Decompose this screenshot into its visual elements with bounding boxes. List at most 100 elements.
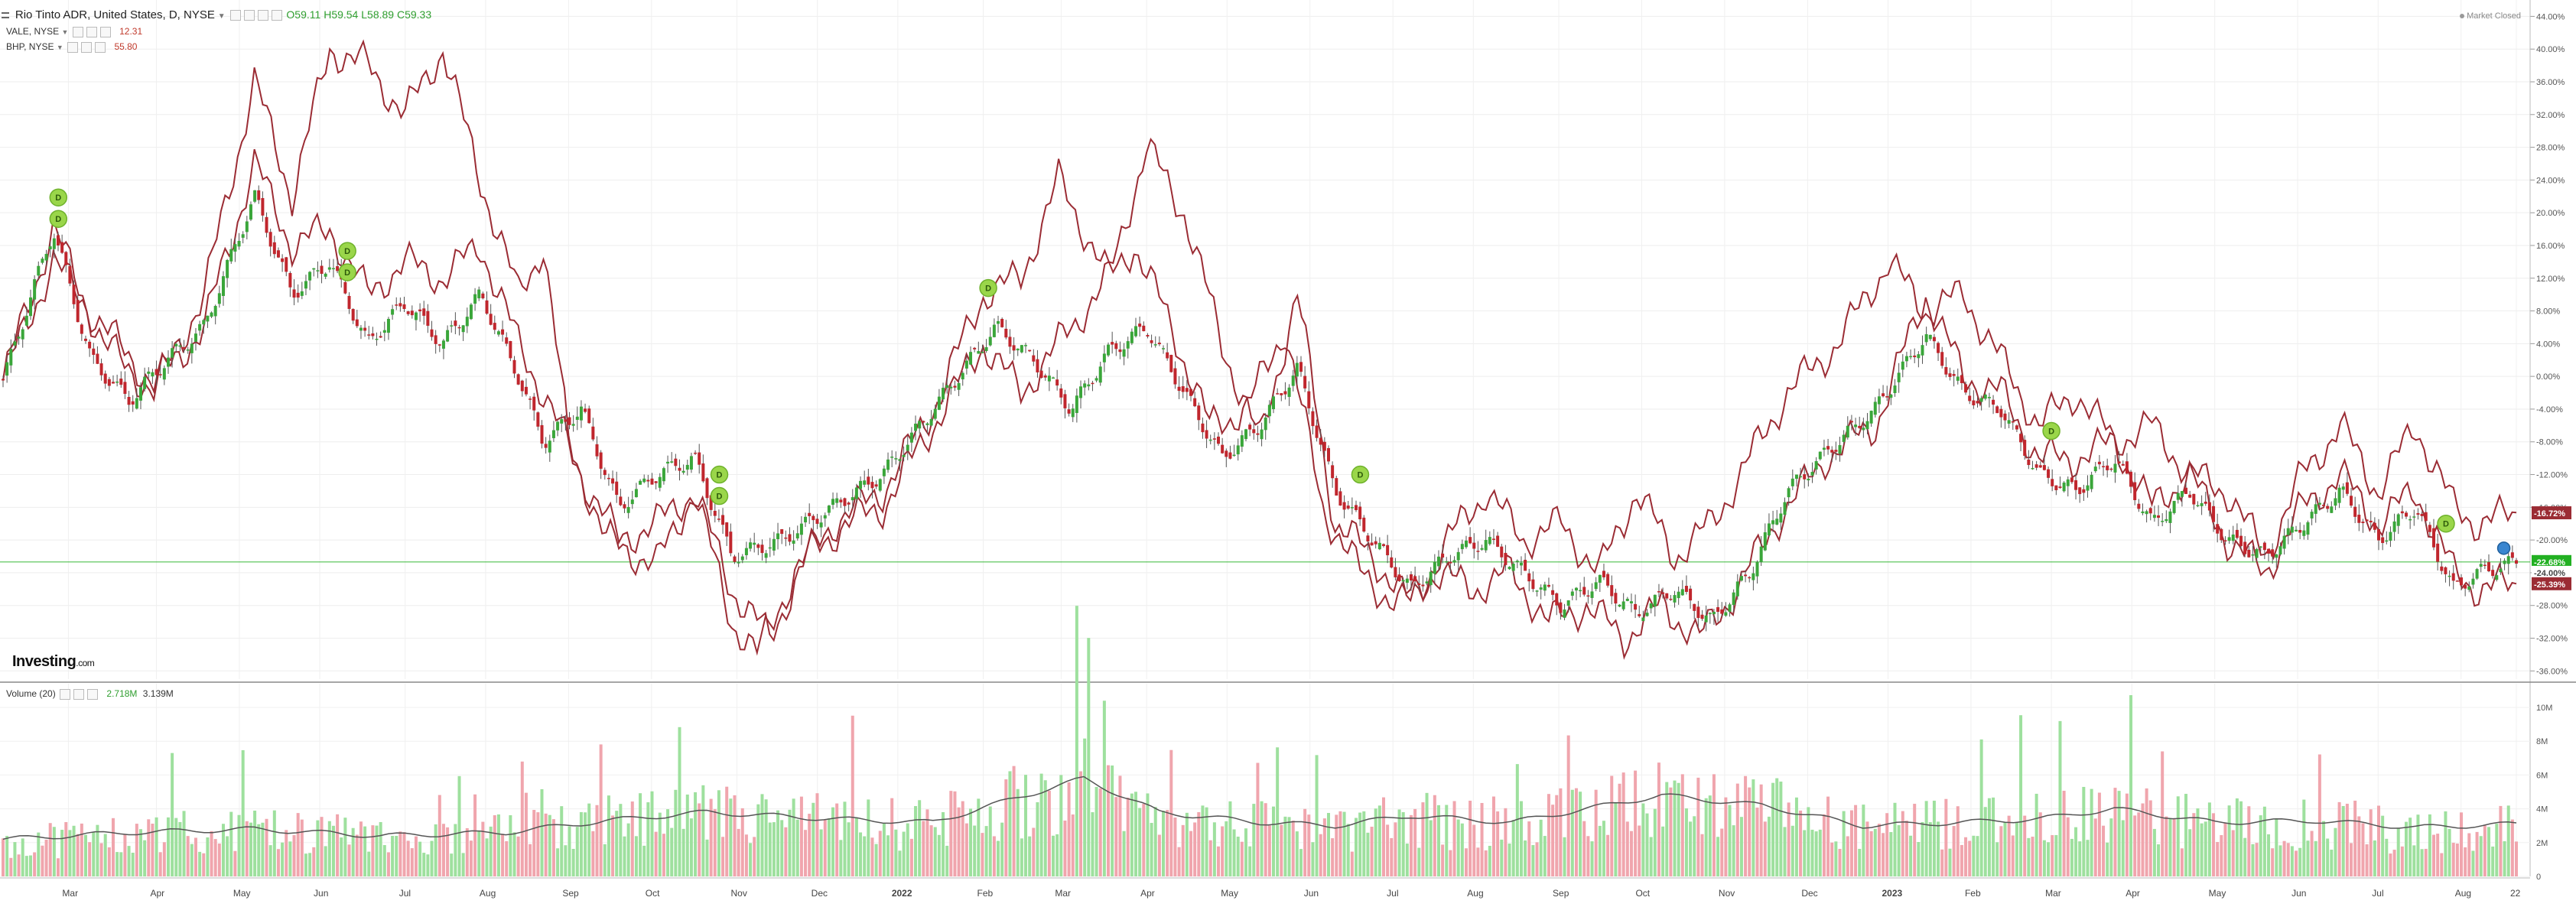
- y-axis-tick-label: -28.00%: [2536, 602, 2568, 611]
- candle-body: [1814, 460, 1818, 470]
- compare-icon-3[interactable]: [99, 26, 111, 37]
- volume-bar: [894, 829, 898, 876]
- toolbar-icon-3[interactable]: [257, 10, 268, 21]
- candle-body: [107, 379, 111, 386]
- candle-body: [1197, 405, 1201, 421]
- volume-icon-2[interactable]: [73, 688, 85, 700]
- candle-body: [1728, 604, 1732, 612]
- candle-body: [953, 385, 957, 388]
- volume-bar: [1047, 790, 1051, 876]
- candle-body: [1464, 540, 1468, 548]
- candle-body: [509, 340, 512, 359]
- volume-bar: [764, 799, 768, 876]
- candle-body: [1625, 598, 1629, 601]
- brand-suffix: .com: [76, 658, 95, 668]
- candle-body: [1032, 355, 1036, 362]
- volume-bar: [1326, 813, 1330, 876]
- chart-header: Rio Tinto ADR, United States, D, NYSE ▼ …: [2, 8, 431, 24]
- symbol-title[interactable]: Rio Tinto ADR, United States, D, NYSE: [15, 8, 215, 21]
- candle-body: [2322, 505, 2326, 506]
- compare-icon-1[interactable]: [67, 41, 79, 53]
- x-axis-tick-label: 2022: [892, 888, 912, 899]
- compare-icon-2[interactable]: [81, 41, 93, 53]
- volume-bar: [1067, 782, 1071, 876]
- volume-bar: [799, 796, 803, 876]
- volume-bar: [2361, 823, 2365, 876]
- candle-body: [843, 498, 847, 506]
- candle-body: [1280, 393, 1283, 395]
- y-axis-tick-label: 20.00%: [2536, 209, 2565, 218]
- compare-vale[interactable]: VALE, NYSE ▼ 12.31: [6, 24, 142, 39]
- candle-body: [2220, 528, 2223, 541]
- candle-body: [2491, 570, 2495, 577]
- candle-body: [1244, 429, 1248, 440]
- volume-bar: [835, 803, 839, 876]
- candle-body: [465, 317, 469, 327]
- volume-bar: [1873, 828, 1877, 876]
- volume-bar: [2133, 815, 2137, 876]
- volume-icon-3[interactable]: [87, 688, 99, 700]
- candle-body: [1865, 421, 1869, 430]
- volume-bar: [568, 826, 571, 876]
- volume-bar: [812, 802, 815, 876]
- compare-bhp[interactable]: BHP, NYSE ▼ 55.80: [6, 40, 137, 54]
- candle-body: [1212, 438, 1216, 440]
- volume-bar: [1091, 812, 1094, 876]
- candle-body: [1370, 542, 1374, 546]
- volume-bar: [2479, 836, 2483, 876]
- last-value-badge: [2532, 565, 2571, 579]
- toolbar-icon-1[interactable]: [229, 10, 241, 21]
- candle-body: [1944, 367, 1948, 375]
- candle-body: [1543, 584, 1547, 591]
- last-value-label: -16.72%: [2534, 509, 2565, 519]
- dropdown-icon[interactable]: ▼: [217, 12, 226, 21]
- volume-bar: [1904, 821, 1908, 876]
- volume-bar: [2207, 802, 2211, 876]
- volume-bar: [1932, 800, 1936, 876]
- candle-body: [1570, 591, 1574, 596]
- volume-bar: [1889, 832, 1893, 876]
- volume-bar: [544, 813, 548, 876]
- volume-bar: [1645, 813, 1649, 876]
- y-axis-tick-label: -20.00%: [2536, 536, 2568, 545]
- candle-body: [265, 216, 268, 233]
- volume-bar: [481, 821, 485, 876]
- volume-bar: [1979, 739, 1983, 876]
- volume-bar: [465, 827, 469, 876]
- volume-bar: [1621, 772, 1625, 876]
- volume-bar: [516, 836, 520, 876]
- volume-bar: [1107, 765, 1111, 876]
- candle-body: [1834, 450, 1838, 452]
- compare-icon-1[interactable]: [72, 26, 83, 37]
- volume-bar: [2152, 828, 2156, 876]
- candle-body: [1335, 478, 1338, 496]
- volume-bar: [1295, 831, 1299, 876]
- x-axis-tick-label: 22: [2510, 888, 2521, 899]
- menu-icon[interactable]: [2, 12, 9, 19]
- dropdown-icon[interactable]: ▼: [61, 28, 69, 36]
- candle-body: [1240, 435, 1244, 447]
- volume-bar: [1771, 782, 1775, 876]
- volume-bar: [1814, 831, 1818, 876]
- candle-body: [1901, 361, 1904, 370]
- compare-icon-2[interactable]: [86, 26, 97, 37]
- volume-header[interactable]: Volume (20) 2.718M 3.139M: [6, 687, 174, 701]
- compare-icon-3[interactable]: [95, 41, 106, 53]
- volume-bar: [1775, 778, 1779, 876]
- candle-body: [336, 266, 340, 271]
- candle-body: [2102, 466, 2106, 467]
- volume-icon-1[interactable]: [60, 688, 71, 700]
- candle-body: [1610, 585, 1614, 597]
- volume-bar: [1751, 779, 1755, 876]
- candle-body: [457, 327, 461, 329]
- volume-bar: [949, 791, 953, 876]
- candle-body: [1924, 334, 1928, 343]
- volume-bar: [327, 821, 331, 876]
- volume-bar: [1748, 787, 1751, 876]
- dropdown-icon[interactable]: ▼: [56, 44, 63, 51]
- volume-bar: [1315, 755, 1319, 876]
- toolbar-icon-2[interactable]: [243, 10, 255, 21]
- toolbar-icon-4[interactable]: [271, 10, 282, 21]
- candle-body: [1205, 430, 1208, 439]
